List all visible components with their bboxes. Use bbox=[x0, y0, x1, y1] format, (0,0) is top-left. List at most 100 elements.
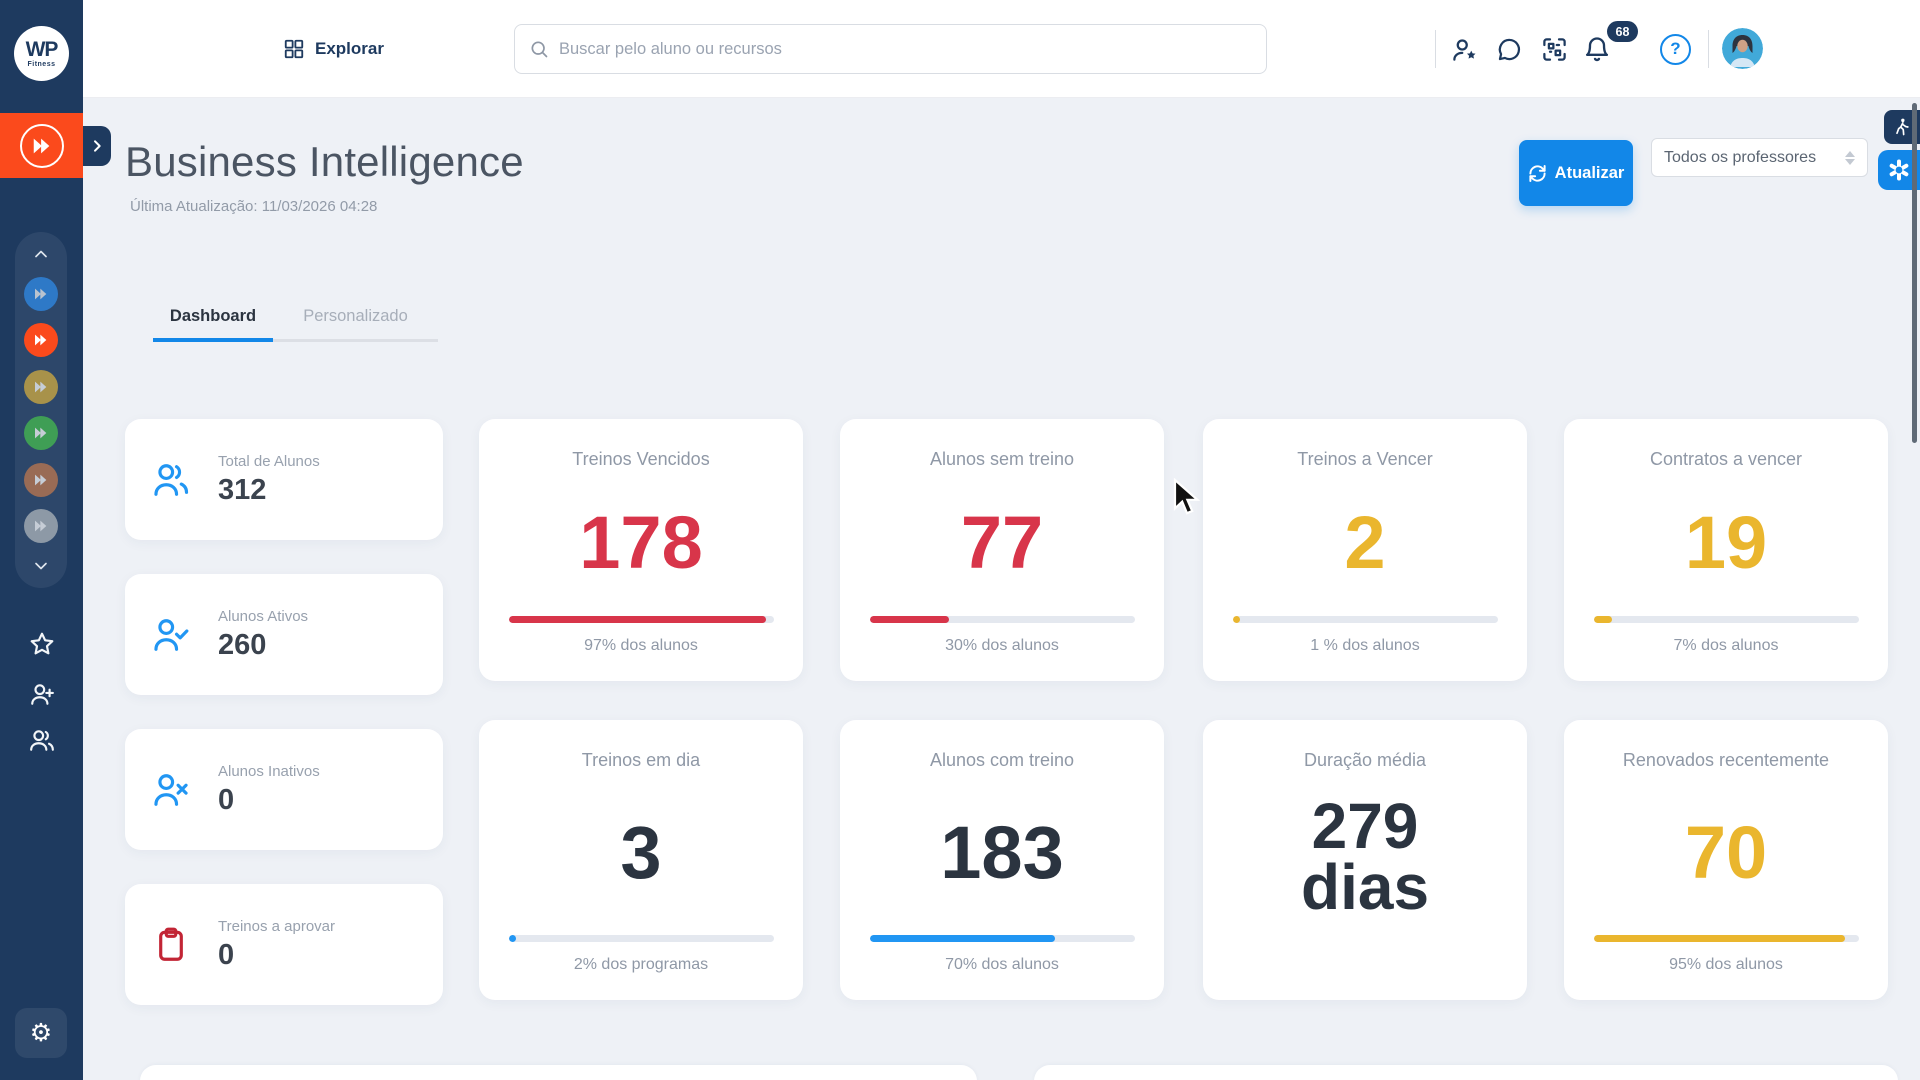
metric-card-alunos-com-treino[interactable]: Alunos com treino 183 70% dos alunos bbox=[840, 720, 1164, 1000]
metric-value: 2 bbox=[1344, 500, 1386, 584]
vertical-scrollbar[interactable] bbox=[1912, 103, 1917, 443]
gear-icon: ⚙ bbox=[29, 1019, 53, 1047]
search-input[interactable] bbox=[559, 39, 1252, 59]
progress-bar bbox=[1593, 935, 1859, 942]
global-search[interactable] bbox=[514, 24, 1267, 74]
clipboard-icon bbox=[159, 927, 183, 961]
summary-card-label: Treinos a aprovar bbox=[218, 917, 335, 935]
page-title: Business Intelligence bbox=[125, 138, 524, 185]
metric-card-treinos-vencidos[interactable]: Treinos Vencidos 178 97% dos alunos bbox=[479, 419, 803, 681]
metric-caption: 1 % dos alunos bbox=[1310, 637, 1420, 654]
search-icon bbox=[531, 41, 548, 58]
select-arrows-icon bbox=[1845, 150, 1855, 165]
metric-title: Renovados recentemente bbox=[1622, 750, 1830, 770]
metric-title: Treinos Vencidos bbox=[572, 449, 710, 469]
notifications-button[interactable] bbox=[1583, 0, 1611, 98]
brand-logo[interactable]: WP Fitness bbox=[14, 26, 69, 81]
metric-value: 3 bbox=[620, 810, 662, 894]
metric-title: Contratos a vencer bbox=[1649, 449, 1803, 469]
summary-card-treinos-aprovar[interactable]: Treinos a aprovar 0 bbox=[125, 884, 443, 1005]
workspace-logo-icon bbox=[35, 381, 47, 393]
dashboard-tabs: Dashboard Personalizado bbox=[153, 294, 438, 342]
sidebar-item-favorites[interactable] bbox=[0, 631, 83, 657]
users-icon bbox=[154, 463, 189, 496]
workspace-item-6[interactable] bbox=[24, 509, 58, 544]
refresh-icon bbox=[1529, 164, 1546, 182]
summary-card-total-alunos[interactable]: Total de Alunos 312 bbox=[125, 419, 443, 540]
sidebar-item-students[interactable] bbox=[0, 727, 83, 753]
explore-button[interactable]: Explorar bbox=[283, 0, 384, 98]
metric-caption: 70% dos alunos bbox=[945, 956, 1059, 973]
peeking-card bbox=[140, 1065, 977, 1080]
summary-card-value: 0 bbox=[218, 938, 235, 971]
chat-button[interactable] bbox=[1496, 0, 1523, 98]
metric-card-treinos-em-dia[interactable]: Treinos em dia 3 2% dos programas bbox=[479, 720, 803, 1000]
metric-title: Duração média bbox=[1303, 750, 1427, 770]
chevron-right-icon bbox=[94, 140, 101, 152]
workspace-logo-icon bbox=[35, 521, 47, 532]
metric-value: 77 bbox=[960, 500, 1044, 584]
star-icon bbox=[30, 632, 53, 655]
metric-value: 178 bbox=[579, 500, 703, 584]
topbar: Explorar 68 ? bbox=[83, 0, 1920, 98]
tab-personalizado[interactable]: Personalizado bbox=[273, 294, 438, 342]
professor-filter-select[interactable]: Todos os professores bbox=[1651, 138, 1868, 177]
topbar-divider bbox=[1435, 30, 1436, 68]
summary-card-label: Alunos Inativos bbox=[218, 762, 320, 780]
user-check-icon bbox=[154, 618, 189, 651]
metric-card-duracao-media[interactable]: Duração média 279 dias bbox=[1203, 720, 1527, 1000]
progress-bar bbox=[1593, 616, 1859, 623]
metric-title: Treinos em dia bbox=[581, 750, 701, 770]
workspace-item-3[interactable] bbox=[24, 369, 58, 404]
grid-icon bbox=[284, 39, 304, 59]
metric-card-treinos-a-vencer[interactable]: Treinos a Vencer 2 1 % dos alunos bbox=[1203, 419, 1527, 681]
progress-bar bbox=[508, 935, 774, 942]
lead-capture-button[interactable] bbox=[1451, 0, 1478, 98]
workspace-switcher bbox=[15, 232, 67, 588]
professor-filter-value: Todos os professores bbox=[1664, 148, 1817, 166]
metric-caption: 2% dos programas bbox=[573, 956, 709, 973]
help-button[interactable]: ? bbox=[1660, 0, 1691, 98]
active-workspace-banner[interactable] bbox=[0, 113, 83, 178]
refresh-label: Atualizar bbox=[1554, 163, 1625, 182]
summary-card-value: 260 bbox=[218, 628, 267, 661]
notification-count-badge: 68 bbox=[1607, 21, 1638, 42]
metric-card-alunos-sem-treino[interactable]: Alunos sem treino 77 30% dos alunos bbox=[840, 419, 1164, 681]
workspace-logo-icon bbox=[35, 334, 47, 346]
workspace-item-4[interactable] bbox=[24, 416, 58, 451]
refresh-button[interactable]: Atualizar bbox=[1519, 140, 1633, 206]
metric-card-renovados-recentemente[interactable]: Renovados recentemente 70 95% dos alunos bbox=[1564, 720, 1888, 1000]
qr-scan-button[interactable] bbox=[1541, 0, 1568, 98]
metric-title: Alunos sem treino bbox=[929, 449, 1075, 469]
settings-button[interactable]: ⚙ bbox=[15, 1008, 67, 1058]
metric-caption: 97% dos alunos bbox=[584, 637, 698, 654]
users-icon bbox=[29, 730, 54, 751]
user-star-icon bbox=[1453, 38, 1476, 61]
user-avatar[interactable] bbox=[1722, 28, 1763, 69]
tab-dashboard[interactable]: Dashboard bbox=[153, 294, 273, 342]
last-update-label: Última Atualização: 11/03/2026 04:28 bbox=[130, 198, 378, 215]
bell-icon bbox=[1585, 37, 1609, 62]
chevron-up-icon[interactable] bbox=[31, 244, 51, 264]
metric-card-contratos-a-vencer[interactable]: Contratos a vencer 19 7% dos alunos bbox=[1564, 419, 1888, 681]
sidebar-item-add-student[interactable] bbox=[0, 681, 83, 707]
summary-card-alunos-ativos[interactable]: Alunos Ativos 260 bbox=[125, 574, 443, 695]
summary-card-label: Alunos Ativos bbox=[218, 607, 309, 625]
summary-card-value: 312 bbox=[218, 473, 267, 506]
brand-logo-text: WP bbox=[25, 38, 59, 61]
workspace-item-2-active[interactable] bbox=[24, 323, 58, 358]
workspace-item-5[interactable] bbox=[24, 462, 58, 497]
main-content: Business Intelligence Última Atualização… bbox=[83, 98, 1920, 1080]
explore-label: Explorar bbox=[315, 39, 384, 58]
topbar-divider bbox=[1708, 30, 1709, 68]
sidebar-expand-button[interactable] bbox=[83, 126, 111, 166]
workspace-item-1[interactable] bbox=[24, 276, 58, 311]
peeking-card bbox=[1034, 1065, 1898, 1080]
metric-caption: 30% dos alunos bbox=[945, 637, 1059, 654]
summary-card-alunos-inativos[interactable]: Alunos Inativos 0 bbox=[125, 729, 443, 850]
metric-title: Alunos com treino bbox=[929, 750, 1075, 770]
workspace-logo-icon bbox=[35, 288, 47, 299]
ai-swirl-icon bbox=[1889, 159, 1909, 181]
chevron-down-icon[interactable] bbox=[31, 556, 51, 576]
